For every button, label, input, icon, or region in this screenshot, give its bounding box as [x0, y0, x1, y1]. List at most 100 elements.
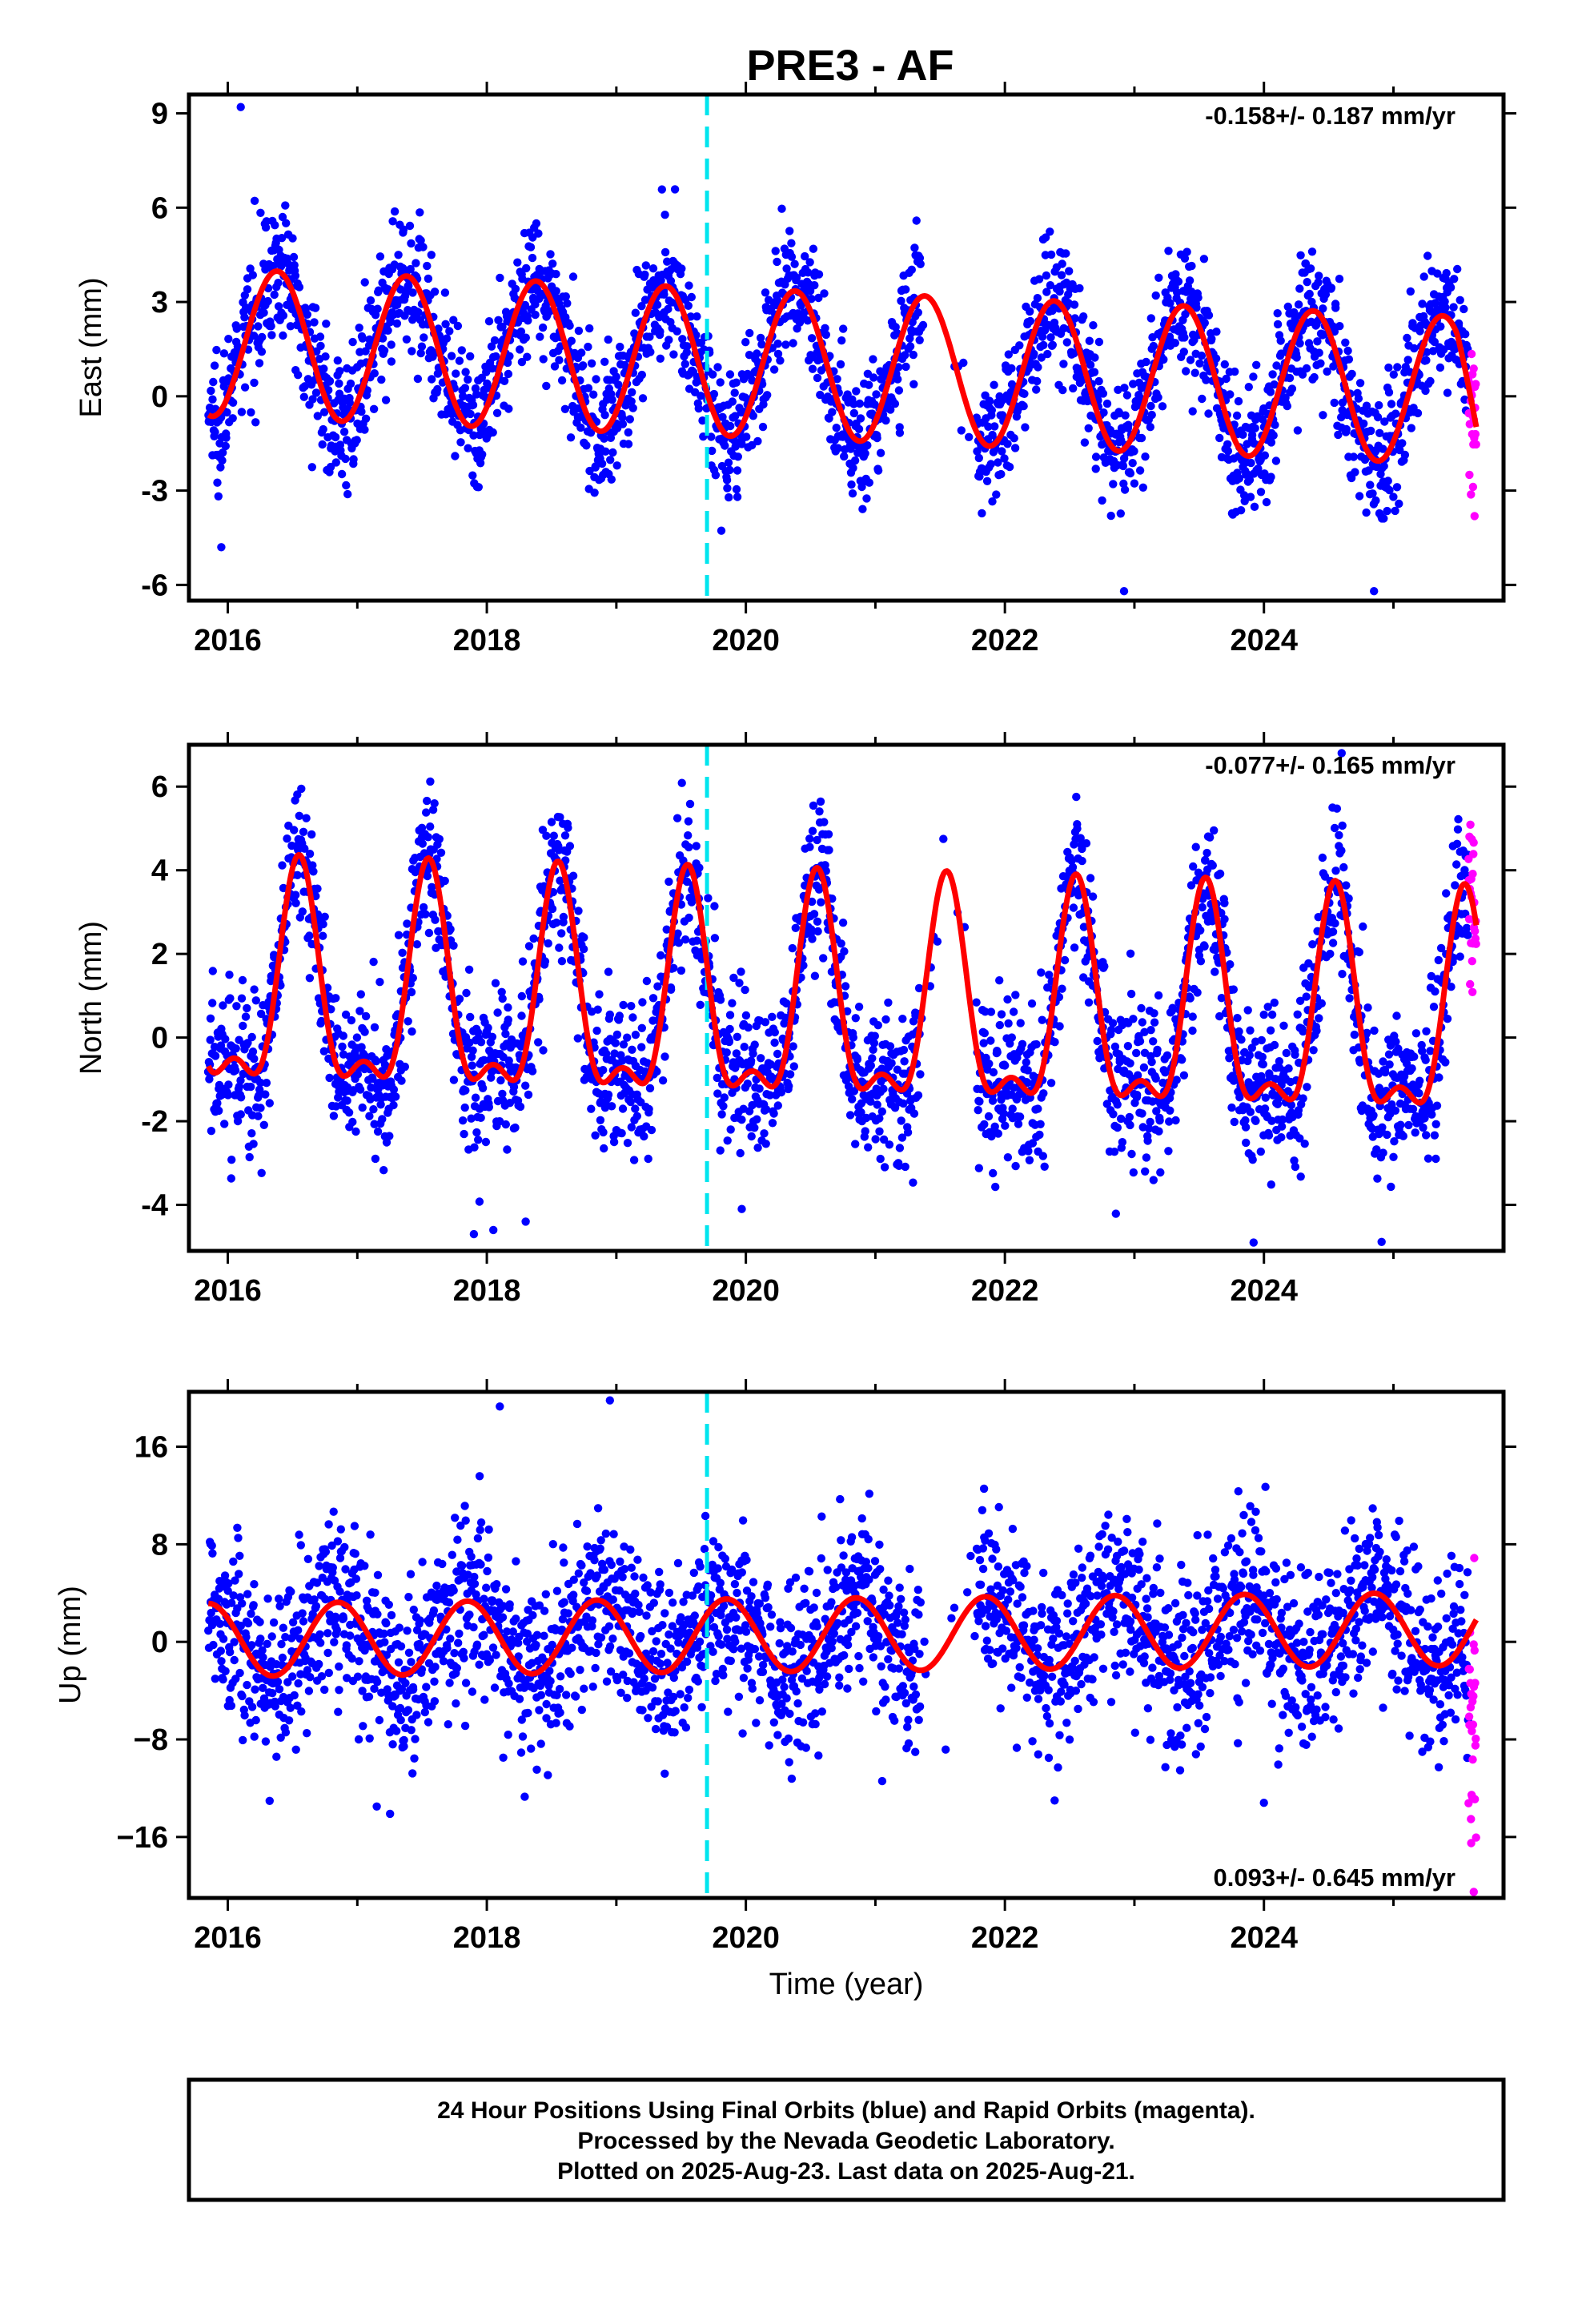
final-orbit-point [1155, 1116, 1164, 1125]
final-orbit-point [616, 342, 624, 352]
final-orbit-point [1223, 440, 1232, 448]
final-orbit-point [770, 1027, 779, 1037]
final-orbit-point [1270, 380, 1279, 389]
final-orbit-point [1327, 283, 1336, 292]
final-orbit-point [1037, 353, 1046, 362]
final-orbit-point [319, 364, 328, 373]
final-orbit-point [490, 336, 500, 345]
final-orbit-point [909, 1178, 917, 1187]
final-orbit-point [725, 465, 734, 475]
final-orbit-point [566, 433, 576, 442]
final-orbit-point [805, 842, 814, 851]
final-orbit-point [257, 348, 267, 356]
final-orbit-point [716, 1146, 725, 1155]
final-orbit-point [335, 379, 343, 388]
final-orbit-point [1151, 291, 1160, 300]
final-orbit-point [1243, 440, 1251, 448]
final-orbit-point [1121, 411, 1130, 420]
final-orbit-point [1125, 1112, 1134, 1122]
rapid-orbit-point [1471, 429, 1480, 439]
final-orbit-point [274, 302, 283, 311]
final-orbit-point [1040, 1162, 1049, 1172]
final-orbit-point [1355, 947, 1364, 957]
final-orbit-point [492, 408, 502, 417]
final-orbit-point [832, 424, 841, 432]
final-orbit-point [236, 1110, 245, 1119]
final-orbit-point [1419, 272, 1428, 281]
final-orbit-point [478, 450, 487, 459]
final-orbit-point [1127, 1149, 1136, 1159]
final-orbit-point [278, 861, 287, 870]
final-orbit-point [586, 428, 596, 437]
final-orbit-point [879, 1084, 888, 1093]
final-orbit-point [468, 471, 477, 480]
final-orbit-point [1211, 967, 1219, 976]
final-orbit-point [974, 453, 984, 463]
final-orbit-point [645, 332, 654, 341]
final-orbit-point [686, 312, 695, 321]
final-orbit-point [1337, 846, 1346, 855]
final-orbit-point [464, 375, 472, 384]
final-orbit-point [311, 388, 321, 397]
final-orbit-point [861, 449, 869, 458]
final-orbit-point [223, 1091, 232, 1100]
final-orbit-point [1319, 411, 1327, 420]
final-orbit-point [669, 350, 678, 359]
final-orbit-point [254, 1112, 263, 1120]
final-orbit-point [423, 796, 432, 806]
final-orbit-point [790, 259, 799, 268]
final-orbit-point [1126, 1120, 1134, 1130]
final-orbit-point [590, 489, 599, 497]
final-orbit-point [611, 1039, 620, 1047]
final-orbit-point [1293, 1010, 1302, 1019]
final-orbit-point [1415, 1089, 1423, 1098]
final-orbit-point [1368, 489, 1377, 498]
final-orbit-point [213, 478, 222, 487]
final-orbit-point [265, 1099, 274, 1108]
final-orbit-point [710, 902, 719, 911]
final-orbit-point [1069, 903, 1078, 912]
final-orbit-point [847, 480, 856, 489]
final-orbit-point [579, 944, 588, 954]
final-orbit-point [466, 352, 475, 361]
final-orbit-point [484, 1103, 493, 1112]
final-orbit-point [900, 1057, 909, 1066]
final-orbit-point [704, 894, 713, 903]
final-orbit-point [219, 1001, 227, 1010]
final-orbit-point [1271, 456, 1281, 465]
final-orbit-point [1441, 303, 1450, 312]
final-orbit-point [1331, 866, 1340, 875]
final-orbit-point [223, 408, 231, 417]
final-orbit-point [1011, 991, 1020, 999]
final-orbit-point [1292, 353, 1301, 362]
final-orbit-point [761, 1140, 770, 1148]
final-orbit-point [881, 416, 890, 425]
final-orbit-point [1159, 355, 1168, 364]
final-orbit-point [1166, 299, 1174, 308]
final-orbit-point [1429, 1003, 1439, 1011]
final-orbit-point [484, 317, 494, 326]
final-orbit-point [916, 1070, 925, 1079]
final-orbit-point [1262, 497, 1271, 507]
final-orbit-point [267, 331, 276, 340]
final-orbit-point [725, 370, 735, 379]
final-orbit-point [440, 876, 449, 886]
final-orbit-point [300, 844, 309, 853]
final-orbit-point [215, 1106, 223, 1116]
final-orbit-point [1147, 1057, 1156, 1067]
final-orbit-point [604, 335, 612, 344]
final-orbit-point [618, 420, 628, 428]
final-orbit-point [221, 441, 230, 451]
final-orbit-point [1109, 1110, 1118, 1119]
final-orbit-point [1366, 480, 1375, 489]
final-orbit-point [809, 910, 819, 919]
final-orbit-point [307, 463, 316, 472]
final-orbit-point [426, 777, 435, 786]
final-orbit-point [1138, 1109, 1146, 1118]
final-orbit-point [1456, 296, 1464, 304]
final-orbit-point [365, 1112, 374, 1120]
final-orbit-point [1389, 370, 1399, 379]
final-orbit-point [631, 1031, 640, 1039]
final-orbit-point [1124, 420, 1133, 429]
final-orbit-point [869, 1039, 879, 1047]
